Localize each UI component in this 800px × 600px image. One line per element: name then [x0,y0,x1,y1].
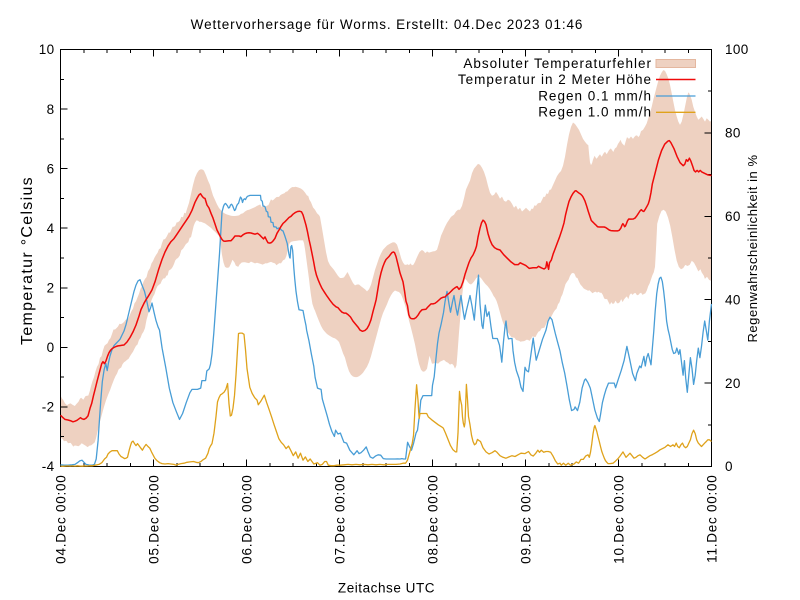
svg-text:10.Dec 00:00: 10.Dec 00:00 [612,475,627,564]
svg-text:2: 2 [47,281,55,296]
svg-text:Temperatur in 2 Meter Höhe: Temperatur in 2 Meter Höhe [458,72,652,87]
svg-text:08.Dec 00:00: 08.Dec 00:00 [426,475,441,564]
svg-text:8: 8 [47,102,55,117]
svg-text:07.Dec 00:00: 07.Dec 00:00 [333,475,348,564]
svg-text:20: 20 [725,376,741,391]
svg-text:Regen 0.1 mm/h: Regen 0.1 mm/h [538,88,652,103]
svg-text:10: 10 [39,42,55,57]
svg-text:Regen 1.0 mm/h: Regen 1.0 mm/h [538,105,652,120]
svg-text:6: 6 [47,161,55,176]
svg-text:06.Dec 00:00: 06.Dec 00:00 [240,475,255,564]
svg-text:05.Dec 00:00: 05.Dec 00:00 [147,475,162,564]
svg-text:09.Dec 00:00: 09.Dec 00:00 [519,475,534,564]
svg-text:100: 100 [725,42,749,57]
svg-text:Temperatur °Celsius: Temperatur °Celsius [19,176,36,345]
svg-text:Zeitachse UTC: Zeitachse UTC [338,581,435,596]
svg-text:04.Dec 00:00: 04.Dec 00:00 [54,475,69,564]
svg-text:0: 0 [725,459,733,474]
svg-text:60: 60 [725,209,741,224]
svg-text:Absoluter Temperaturfehler: Absoluter Temperaturfehler [463,56,652,71]
svg-text:-4: -4 [42,459,55,474]
svg-text:Regenwahrscheinlichkeit in %: Regenwahrscheinlichkeit in % [745,154,760,342]
svg-text:Wettervorhersage für Worms. Er: Wettervorhersage für Worms. Erstellt: 04… [191,17,584,32]
svg-text:4: 4 [47,221,55,236]
svg-text:-2: -2 [42,400,55,415]
svg-text:11.Dec 00:00: 11.Dec 00:00 [705,475,720,563]
svg-text:40: 40 [725,292,741,307]
svg-text:80: 80 [725,126,741,141]
svg-text:0: 0 [47,340,55,355]
